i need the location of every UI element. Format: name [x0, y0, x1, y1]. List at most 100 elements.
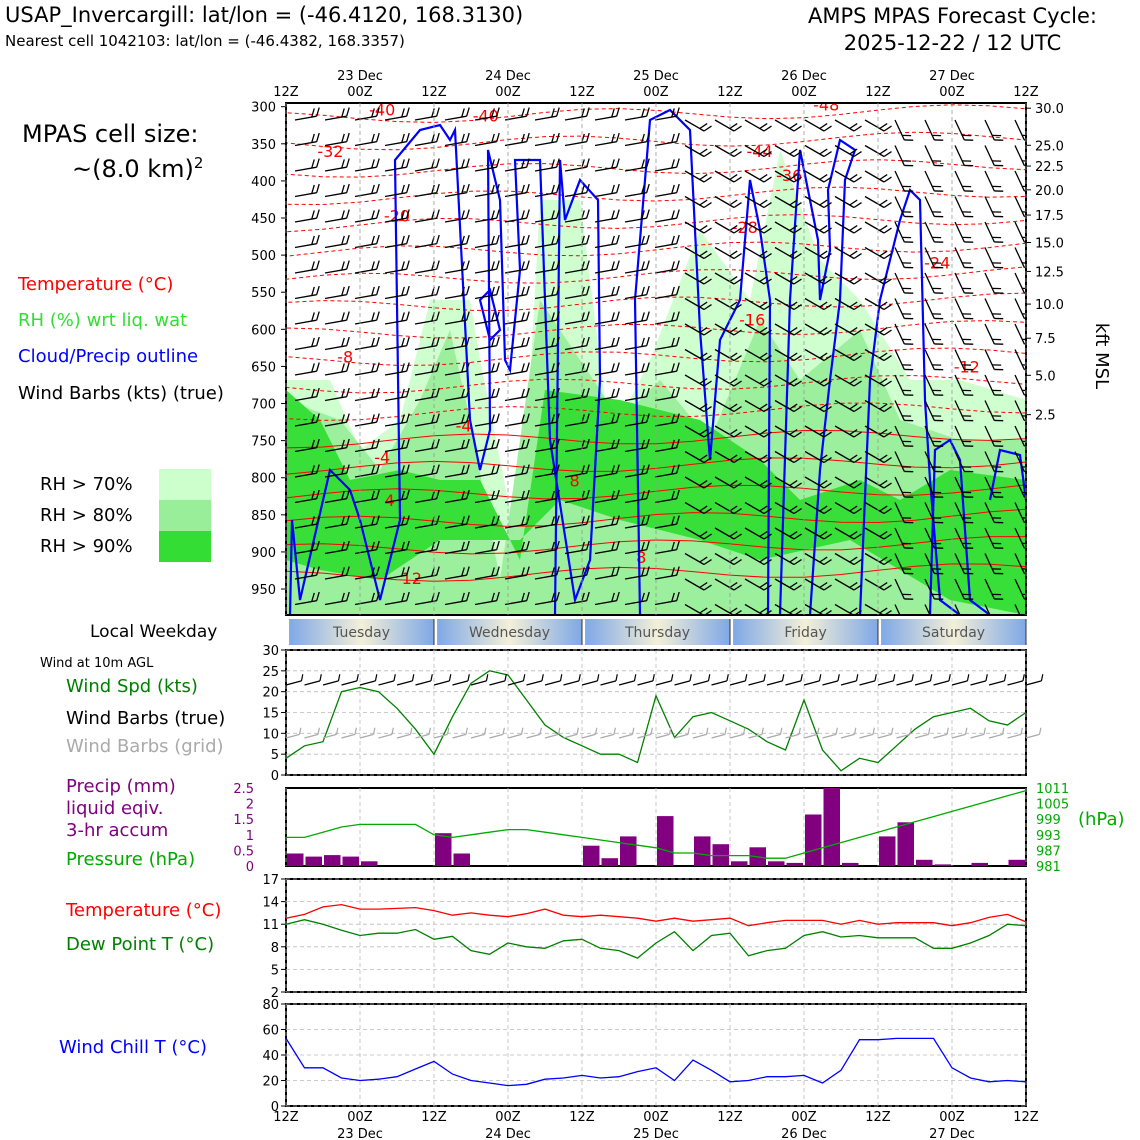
wind-barb-feather: [341, 516, 345, 526]
wind-barb-feather: [733, 431, 742, 438]
surface-wind-barb-shaft: [1007, 680, 1024, 686]
wind-barb: [1014, 349, 1026, 371]
wind-barb-shaft: [564, 447, 587, 453]
wind-barb: [594, 489, 620, 504]
wind-barb-feather: [964, 521, 974, 524]
top-time-label: 12Z: [717, 85, 743, 100]
wind-barb-shaft: [654, 217, 677, 223]
wind-barb-feather: [819, 199, 828, 206]
precip-bar: [971, 862, 988, 866]
wind-barb-shaft: [534, 523, 557, 529]
wind-barb-shaft: [444, 166, 467, 172]
wind-barb-shaft: [414, 447, 437, 453]
wind-barb-shaft: [894, 476, 905, 498]
grid-wind-barb-feather: [650, 727, 653, 735]
wind-barb-feather: [1022, 160, 1026, 162]
wind-barb-feather: [641, 312, 645, 322]
wind-barb-feather: [879, 148, 888, 155]
wind-barb-shaft: [504, 421, 527, 427]
wind-barb: [354, 183, 380, 198]
wind-barb-feather: [311, 235, 315, 245]
wind-barb: [774, 170, 802, 183]
wind-barb-feather: [1022, 287, 1026, 290]
surface-wind-barb-shaft: [396, 680, 413, 686]
weekday-band: [881, 619, 1026, 645]
wind-barb: [864, 144, 892, 158]
wind-barb-feather: [994, 215, 1004, 218]
wind-barb-feather: [904, 419, 914, 422]
windchill-panel-ytick-label: 80: [262, 998, 279, 1013]
grid-wind-barb: [544, 727, 561, 739]
wind-barb: [534, 107, 560, 121]
wind-barb-feather: [994, 241, 1004, 243]
wind-barb-feather: [316, 260, 320, 270]
wind-barb: [444, 413, 470, 427]
grid-wind-barb-feather: [1038, 727, 1042, 735]
wind-barb: [534, 387, 560, 402]
surface-wind-barb-feather: [948, 674, 951, 681]
wind-barb: [294, 158, 320, 172]
wind-barb: [834, 170, 862, 183]
wind-barb: [714, 552, 742, 566]
wind-barb-feather: [932, 185, 942, 188]
wind-barb-shaft: [594, 523, 617, 529]
grid-wind-barb: [674, 727, 690, 739]
grid-wind-barb: [470, 727, 487, 739]
wind-barb-feather: [879, 531, 888, 538]
wind-barb-feather: [376, 591, 380, 601]
wind-barb-shaft: [444, 319, 467, 325]
wind-barb-feather: [992, 389, 1002, 392]
wind-barb-feather: [616, 413, 620, 423]
wind-barb: [354, 566, 380, 580]
wind-barb-shaft: [564, 498, 587, 504]
wind-barb-feather: [466, 591, 470, 601]
wind-barb-feather: [883, 431, 892, 438]
wind-barb-feather: [962, 491, 972, 494]
wind-barb-feather: [934, 547, 944, 549]
wind-barb-feather: [311, 363, 315, 373]
wind-barb-feather: [992, 568, 1002, 570]
wind-barb: [594, 591, 620, 606]
wind-barb-feather: [496, 489, 500, 499]
wind-barb-feather: [551, 312, 555, 322]
wind-barb-feather: [703, 457, 712, 464]
wind-barb-shaft: [504, 166, 527, 172]
wind-barb: [414, 413, 440, 427]
wind-barb-shaft: [594, 141, 617, 147]
grid-wind-barb-feather: [890, 727, 894, 735]
wind-barb-shaft: [654, 447, 677, 453]
precip-bar: [934, 864, 951, 866]
surface-wind-barb-feather: [541, 674, 544, 681]
surface-wind-barb-shaft: [951, 680, 968, 686]
wind-barb-shaft: [534, 600, 557, 606]
wind-barb-feather: [759, 174, 768, 181]
wind-barb-shaft: [504, 115, 527, 121]
wind-barb-shaft: [444, 523, 467, 529]
wind-barb-feather: [934, 241, 944, 243]
wind-barb-feather: [879, 505, 888, 512]
wind-barb-feather: [401, 465, 405, 475]
wind-barb-shaft: [564, 166, 587, 172]
wind-barb-shaft: [714, 425, 735, 438]
wind-barb-feather: [789, 531, 798, 538]
wind-barb-shaft: [384, 396, 407, 402]
pressure-tick-label: 550: [251, 286, 276, 301]
wind-barb: [954, 247, 974, 269]
wind-barb-feather: [994, 445, 1004, 447]
wind-barb: [954, 349, 974, 371]
precip-bar: [916, 859, 933, 866]
wind-barb-feather: [371, 184, 375, 194]
surface-wind-barb-shaft: [600, 680, 617, 686]
wind-barb-shaft: [354, 217, 377, 223]
wind-barb-feather: [526, 209, 530, 219]
wind-barb: [564, 464, 590, 478]
grid-wind-barb-shaft: [1007, 733, 1022, 739]
wind-barb-shaft: [564, 345, 587, 351]
wind-barb-feather: [932, 364, 942, 366]
wind-barb-feather: [962, 517, 972, 519]
grid-wind-barb: [785, 727, 801, 739]
wind-barb: [624, 234, 650, 249]
wind-barb-feather: [401, 567, 405, 577]
wind-barb: [384, 311, 410, 325]
wind-barb-feather: [581, 159, 585, 169]
